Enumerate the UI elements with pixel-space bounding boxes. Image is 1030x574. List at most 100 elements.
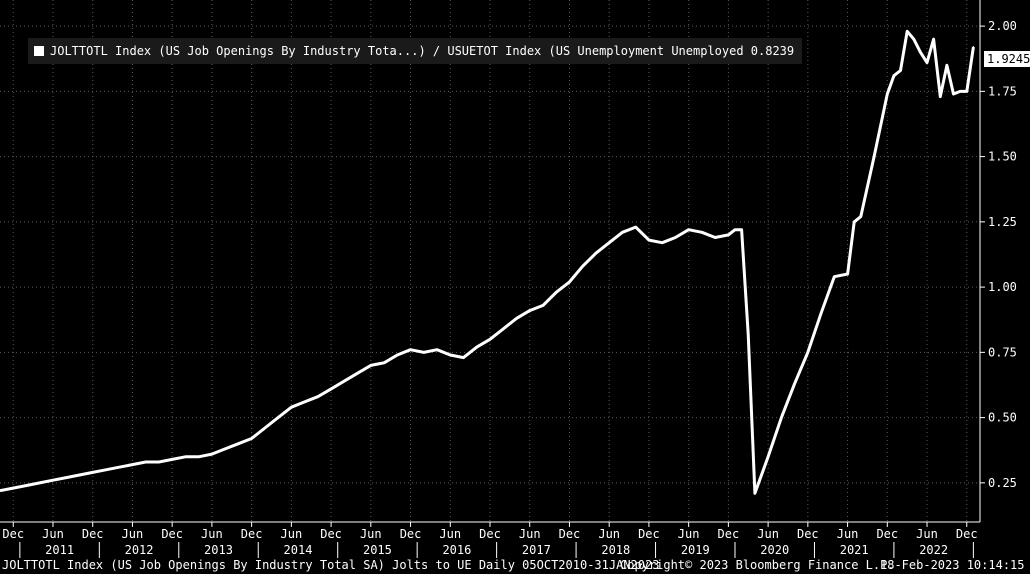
x-month-label: Dec — [956, 527, 978, 541]
data-point — [542, 304, 544, 307]
y-tick-label: 0.75 — [988, 345, 1017, 359]
x-month-label: Dec — [718, 527, 740, 541]
data-point — [515, 317, 518, 320]
data-point — [893, 74, 895, 77]
x-month-label: Dec — [797, 527, 819, 541]
x-month-label: Dec — [82, 527, 104, 541]
y-tick-label: 0.25 — [988, 476, 1017, 490]
data-point — [595, 252, 597, 254]
x-year-label: 2011 — [45, 543, 74, 557]
data-point — [946, 64, 948, 67]
data-point — [330, 388, 332, 390]
footer-series-info: JOLTTOTL Index (US Job Openings By Indus… — [2, 558, 660, 572]
x-month-label: Dec — [241, 527, 263, 541]
x-month-label: Jun — [42, 527, 64, 541]
x-year-label: 2017 — [522, 543, 551, 557]
data-point — [290, 406, 293, 408]
x-year-label: 2016 — [442, 543, 471, 557]
x-month-label: Dec — [638, 527, 660, 541]
x-year-label: 2020 — [760, 543, 789, 557]
data-point — [449, 354, 452, 356]
data-point — [912, 38, 915, 40]
data-point — [436, 348, 438, 351]
data-point — [860, 215, 862, 218]
data-point — [475, 346, 478, 348]
data-point — [734, 228, 736, 231]
x-month-label: Jun — [678, 527, 700, 541]
data-point — [12, 487, 15, 489]
data-point — [608, 241, 610, 244]
data-point — [959, 90, 961, 93]
data-point — [502, 328, 505, 330]
footer-timestamp: 18-Feb-2023 10:14:15 — [880, 558, 1025, 572]
data-point — [886, 93, 889, 95]
data-point — [634, 226, 637, 228]
x-year-label: 2013 — [204, 543, 233, 557]
data-point — [661, 241, 663, 244]
data-point — [621, 231, 624, 234]
data-point — [422, 351, 425, 354]
data-point — [846, 273, 849, 275]
data-point — [932, 38, 935, 40]
chart-legend: JOLTTOTL Index (US Job Openings By Indus… — [28, 38, 803, 64]
data-point — [118, 466, 120, 468]
x-month-label: Jun — [837, 527, 859, 541]
data-point — [171, 458, 173, 461]
x-month-label: Dec — [559, 527, 581, 541]
data-point — [972, 46, 975, 48]
footer-bar: JOLTTOTL Index (US Job Openings By Indus… — [0, 556, 1030, 574]
data-point — [144, 461, 147, 463]
legend-text: JOLTTOTL Index (US Job Openings By Indus… — [50, 44, 795, 58]
data-point — [939, 95, 942, 98]
data-point — [131, 463, 134, 466]
data-point — [853, 221, 855, 223]
x-year-label: 2019 — [681, 543, 710, 557]
data-point — [555, 291, 558, 294]
data-point — [237, 442, 240, 445]
data-point — [0, 489, 1, 492]
data-point — [317, 395, 319, 398]
data-point — [38, 482, 41, 484]
x-month-label: Dec — [876, 527, 898, 541]
y-tick-label: 1.25 — [988, 215, 1017, 229]
data-point — [65, 476, 68, 479]
data-point — [727, 234, 730, 236]
x-month-label: Dec — [479, 527, 501, 541]
x-year-label: 2012 — [125, 543, 154, 557]
data-point — [264, 427, 266, 429]
data-point — [158, 461, 160, 463]
data-point — [701, 231, 703, 234]
data-point — [396, 354, 399, 356]
data-point — [25, 484, 28, 487]
data-point — [833, 275, 836, 278]
data-point — [873, 155, 875, 158]
x-month-label: Dec — [400, 527, 422, 541]
x-month-label: Jun — [122, 527, 144, 541]
data-point — [343, 380, 346, 382]
data-point — [184, 455, 187, 458]
data-point — [754, 492, 756, 495]
x-year-label: 2022 — [919, 543, 948, 557]
data-point — [197, 455, 200, 458]
data-point — [105, 469, 107, 471]
footer-copyright: Copyright© 2023 Bloomberg Finance L.P. — [620, 558, 895, 572]
data-point — [303, 401, 306, 403]
y-tick-label: 1.50 — [988, 150, 1017, 164]
data-point — [740, 228, 743, 231]
x-year-label: 2014 — [284, 543, 313, 557]
data-point — [648, 239, 650, 241]
data-point — [356, 372, 359, 375]
x-year-label: 2021 — [840, 543, 869, 557]
x-month-label: Jun — [757, 527, 779, 541]
data-point — [52, 479, 54, 482]
series-line — [0, 29, 975, 495]
data-point — [747, 333, 750, 335]
data-point — [78, 474, 81, 476]
y-tick-label: 1.00 — [988, 280, 1017, 294]
x-month-label: Jun — [598, 527, 620, 541]
data-point — [277, 416, 279, 419]
data-point — [687, 228, 690, 231]
data-point — [409, 348, 412, 351]
data-point — [793, 382, 796, 385]
